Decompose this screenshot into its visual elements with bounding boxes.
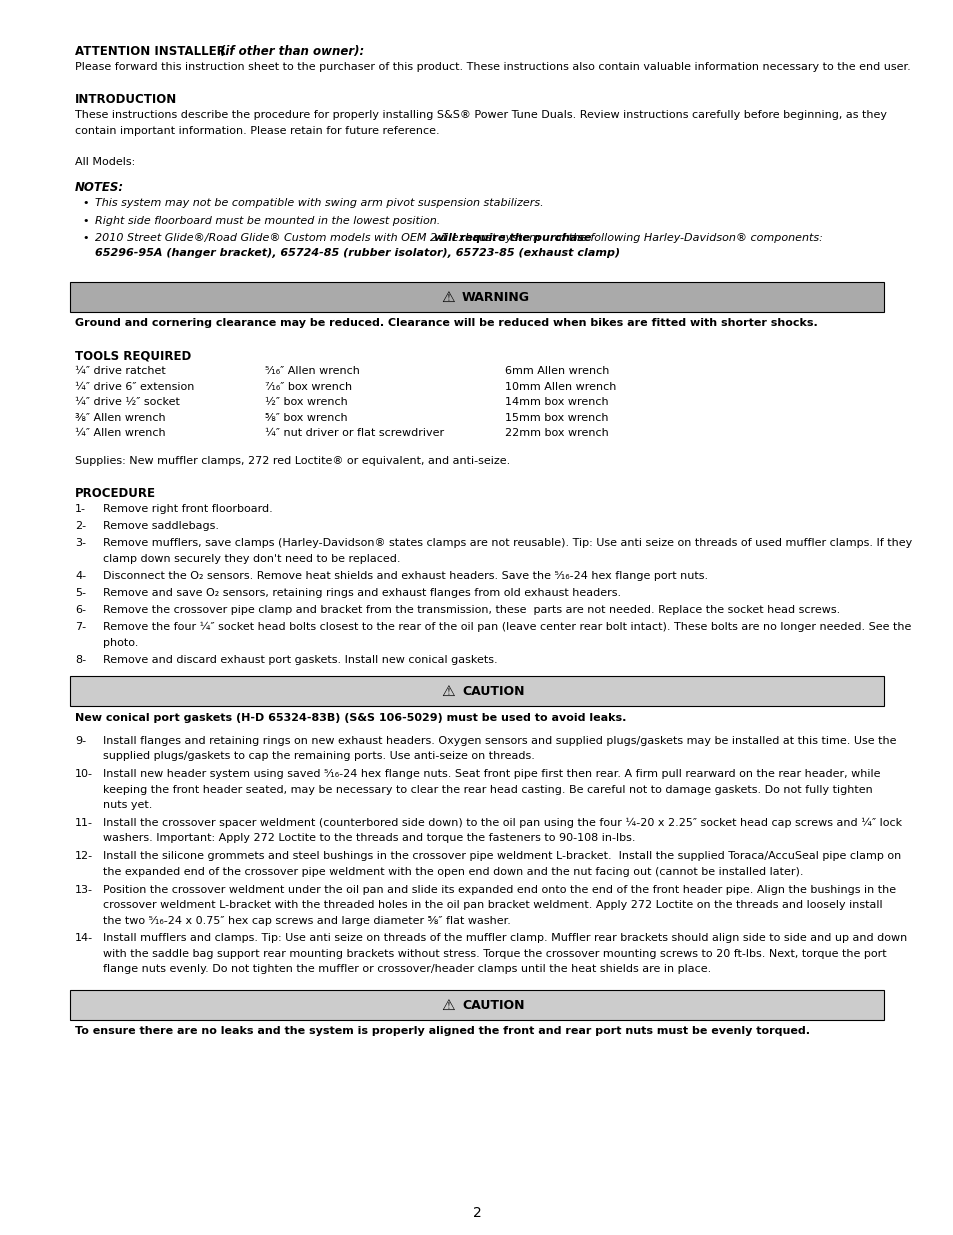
- Text: 14-: 14-: [75, 934, 93, 944]
- Text: ⅜″ Allen wrench: ⅜″ Allen wrench: [75, 412, 166, 422]
- Text: 9-: 9-: [75, 736, 86, 746]
- Text: 2: 2: [472, 1207, 481, 1220]
- Text: 1-: 1-: [75, 504, 86, 514]
- Text: flange nuts evenly. Do not tighten the muffler or crossover/header clamps until : flange nuts evenly. Do not tighten the m…: [103, 965, 711, 974]
- Text: 3-: 3-: [75, 538, 86, 548]
- Text: These instructions describe the procedure for properly installing S&S® Power Tun: These instructions describe the procedur…: [75, 110, 886, 120]
- Text: the expanded end of the crossover pipe weldment with the open end down and the n: the expanded end of the crossover pipe w…: [103, 867, 802, 877]
- Text: 11-: 11-: [75, 818, 92, 827]
- Text: Remove mufflers, save clamps (Harley-Davidson® states clamps are not reusable). : Remove mufflers, save clamps (Harley-Dav…: [103, 538, 911, 548]
- Text: Remove saddlebags.: Remove saddlebags.: [103, 521, 219, 531]
- Text: ⁷⁄₁₆″ box wrench: ⁷⁄₁₆″ box wrench: [265, 382, 352, 391]
- Text: ⚠: ⚠: [441, 998, 455, 1013]
- Text: WARNING: WARNING: [461, 290, 530, 304]
- Text: 5-: 5-: [75, 588, 86, 598]
- Text: 4-: 4-: [75, 571, 86, 580]
- Text: 12-: 12-: [75, 851, 93, 861]
- Text: 6-: 6-: [75, 605, 86, 615]
- Text: 7-: 7-: [75, 622, 86, 632]
- Text: ⅝″ box wrench: ⅝″ box wrench: [265, 412, 347, 422]
- Text: ¼″ drive ratchet: ¼″ drive ratchet: [75, 367, 166, 377]
- Text: 22mm box wrench: 22mm box wrench: [504, 429, 608, 438]
- Text: Disconnect the O₂ sensors. Remove heat shields and exhaust headers. Save the ⁵⁄₁: Disconnect the O₂ sensors. Remove heat s…: [103, 571, 707, 580]
- Text: INTRODUCTION: INTRODUCTION: [75, 93, 177, 106]
- Text: 14mm box wrench: 14mm box wrench: [504, 398, 608, 408]
- Text: •: •: [82, 232, 89, 242]
- Bar: [70, 677, 883, 706]
- Text: ¼″ nut driver or flat screwdriver: ¼″ nut driver or flat screwdriver: [265, 429, 444, 438]
- Text: 13-: 13-: [75, 884, 92, 894]
- Text: 10mm Allen wrench: 10mm Allen wrench: [504, 382, 616, 391]
- Text: 2010 Street Glide®/Road Glide® Custom models with OEM 2-1 exhaust system: 2010 Street Glide®/Road Glide® Custom mo…: [95, 232, 543, 242]
- Text: ATTENTION INSTALLER: ATTENTION INSTALLER: [75, 44, 230, 58]
- Text: Remove the four ¼″ socket head bolts closest to the rear of the oil pan (leave c: Remove the four ¼″ socket head bolts clo…: [103, 622, 910, 632]
- Text: contain important information. Please retain for future reference.: contain important information. Please re…: [75, 126, 439, 136]
- Text: 10-: 10-: [75, 769, 92, 779]
- Text: •: •: [82, 215, 89, 226]
- Text: washers. Important: Apply 272 Loctite to the threads and torque the fasteners to: washers. Important: Apply 272 Loctite to…: [103, 834, 635, 844]
- Text: Right side floorboard must be mounted in the lowest position.: Right side floorboard must be mounted in…: [95, 215, 439, 226]
- Text: Remove and discard exhaust port gaskets. Install new conical gaskets.: Remove and discard exhaust port gaskets.…: [103, 655, 497, 664]
- Text: will require the purchase: will require the purchase: [434, 232, 591, 242]
- Text: Install new header system using saved ⁵⁄₁₆-24 hex flange nuts. Seat front pipe f: Install new header system using saved ⁵⁄…: [103, 769, 880, 779]
- Text: All Models:: All Models:: [75, 157, 135, 167]
- Text: keeping the front header seated, may be necessary to clear the rear head casting: keeping the front header seated, may be …: [103, 784, 872, 794]
- Text: (if other than owner):: (if other than owner):: [220, 44, 364, 58]
- Text: CAUTION: CAUTION: [461, 685, 524, 698]
- Bar: [70, 282, 883, 312]
- Text: Position the crossover weldment under the oil pan and slide its expanded end ont: Position the crossover weldment under th…: [103, 884, 895, 894]
- Text: supplied plugs/gaskets to cap the remaining ports. Use anti-seize on threads.: supplied plugs/gaskets to cap the remain…: [103, 751, 535, 761]
- Text: 2-: 2-: [75, 521, 86, 531]
- Text: Ground and cornering clearance may be reduced. Clearance will be reduced when bi: Ground and cornering clearance may be re…: [75, 319, 817, 329]
- Text: Install flanges and retaining rings on new exhaust headers. Oxygen sensors and s: Install flanges and retaining rings on n…: [103, 736, 896, 746]
- Text: 8-: 8-: [75, 655, 86, 664]
- Text: crossover weldment L-bracket with the threaded holes in the oil pan bracket weld: crossover weldment L-bracket with the th…: [103, 900, 882, 910]
- Text: Install the silicone grommets and steel bushings in the crossover pipe weldment : Install the silicone grommets and steel …: [103, 851, 901, 861]
- Text: Please forward this instruction sheet to the purchaser of this product. These in: Please forward this instruction sheet to…: [75, 62, 910, 72]
- Text: ⚠: ⚠: [441, 290, 455, 305]
- Text: the two ⁵⁄₁₆-24 x 0.75″ hex cap screws and large diameter ⅝″ flat washer.: the two ⁵⁄₁₆-24 x 0.75″ hex cap screws a…: [103, 915, 511, 926]
- Text: with the saddle bag support rear mounting brackets without stress. Torque the cr: with the saddle bag support rear mountin…: [103, 948, 885, 958]
- Text: CAUTION: CAUTION: [461, 999, 524, 1011]
- Text: Supplies: New muffler clamps, 272 red Loctite® or equivalent, and anti-seize.: Supplies: New muffler clamps, 272 red Lo…: [75, 456, 510, 467]
- Text: ¼″ drive ½″ socket: ¼″ drive ½″ socket: [75, 398, 180, 408]
- Text: Remove the crossover pipe clamp and bracket from the transmission, these  parts : Remove the crossover pipe clamp and brac…: [103, 605, 840, 615]
- Text: NOTES:: NOTES:: [75, 182, 124, 194]
- Text: Install the crossover spacer weldment (counterbored side down) to the oil pan us: Install the crossover spacer weldment (c…: [103, 818, 902, 829]
- Text: New conical port gaskets (H-D 65324-83B) (S&S 106-5029) must be used to avoid le: New conical port gaskets (H-D 65324-83B)…: [75, 713, 626, 722]
- Text: clamp down securely they don't need to be replaced.: clamp down securely they don't need to b…: [103, 555, 400, 564]
- Text: Install mufflers and clamps. Tip: Use anti seize on threads of the muffler clamp: Install mufflers and clamps. Tip: Use an…: [103, 934, 906, 944]
- Text: ¼″ drive 6″ extension: ¼″ drive 6″ extension: [75, 382, 194, 391]
- Text: To ensure there are no leaks and the system is properly aligned the front and re: To ensure there are no leaks and the sys…: [75, 1026, 809, 1036]
- Text: Remove and save O₂ sensors, retaining rings and exhaust flanges from old exhaust: Remove and save O₂ sensors, retaining ri…: [103, 588, 620, 598]
- Text: ½″ box wrench: ½″ box wrench: [265, 398, 348, 408]
- Text: PROCEDURE: PROCEDURE: [75, 488, 156, 500]
- Text: 15mm box wrench: 15mm box wrench: [504, 412, 608, 422]
- Text: TOOLS REQUIRED: TOOLS REQUIRED: [75, 350, 191, 362]
- Text: ¼″ Allen wrench: ¼″ Allen wrench: [75, 429, 166, 438]
- Text: photo.: photo.: [103, 637, 138, 647]
- Text: Remove right front floorboard.: Remove right front floorboard.: [103, 504, 273, 514]
- Text: This system may not be compatible with swing arm pivot suspension stabilizers.: This system may not be compatible with s…: [95, 199, 543, 209]
- Text: ⚠: ⚠: [441, 684, 455, 699]
- Text: nuts yet.: nuts yet.: [103, 800, 152, 810]
- Text: of the following Harley-Davidson® components:: of the following Harley-Davidson® compon…: [550, 232, 821, 242]
- Text: 65296-95A (hanger bracket), 65724-85 (rubber isolator), 65723-85 (exhaust clamp): 65296-95A (hanger bracket), 65724-85 (ru…: [95, 248, 619, 258]
- Bar: [70, 990, 883, 1020]
- Text: •: •: [82, 199, 89, 209]
- Text: 6mm Allen wrench: 6mm Allen wrench: [504, 367, 609, 377]
- Text: ⁵⁄₁₆″ Allen wrench: ⁵⁄₁₆″ Allen wrench: [265, 367, 359, 377]
